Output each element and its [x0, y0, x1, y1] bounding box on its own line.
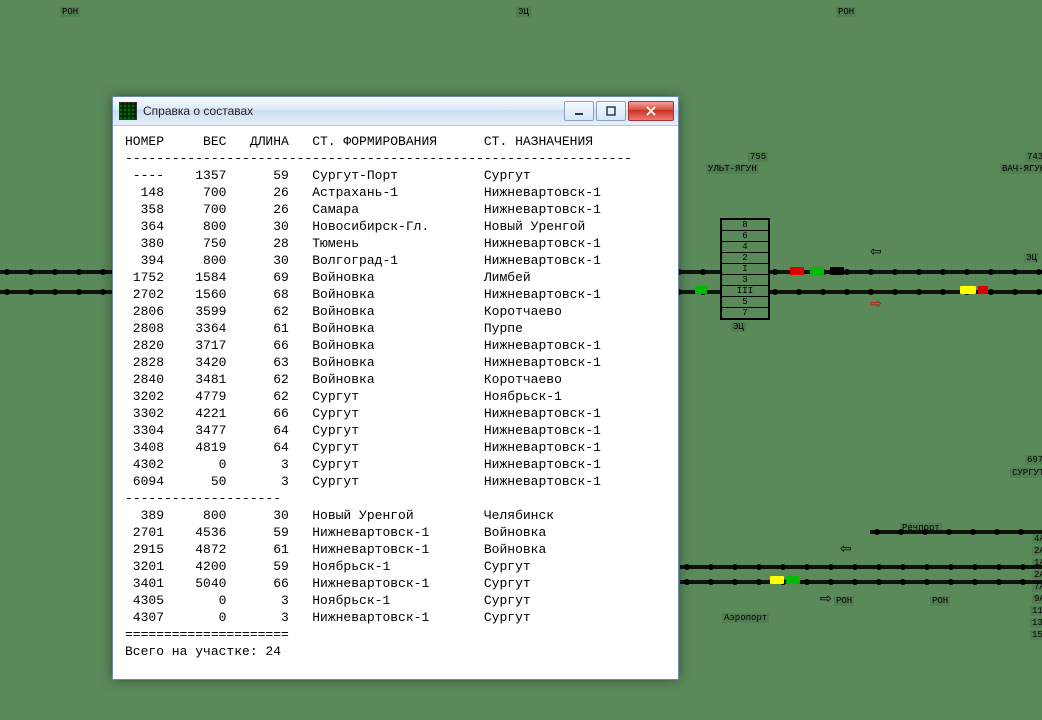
report-window: Справка о составах НОМЕР ВЕС ДЛИНА СТ. Ф… — [112, 96, 679, 680]
bg-label: 11А — [1030, 606, 1042, 616]
report-text: НОМЕР ВЕС ДЛИНА СТ. ФОРМИРОВАНИЯ СТ. НАЗ… — [119, 131, 672, 662]
train-chip — [810, 267, 824, 275]
direction-arrow-icon: ⇨ — [820, 590, 832, 607]
direction-arrow-icon: ⇨ — [870, 295, 882, 312]
app-icon — [119, 102, 137, 120]
train-chip — [960, 286, 976, 294]
close-icon — [645, 106, 657, 116]
bg-label: 743 — [1025, 152, 1042, 162]
bg-label: РОН — [836, 7, 856, 17]
track-line — [870, 530, 1042, 534]
train-chip — [978, 286, 988, 294]
bg-label: 1А — [1032, 558, 1042, 568]
titlebar[interactable]: Справка о составах — [113, 97, 678, 126]
bg-label: УЛЬТ-ЯГУН — [706, 164, 759, 174]
maximize-icon — [606, 106, 616, 116]
window-title: Справка о составах — [143, 104, 558, 118]
bg-label: РОН — [60, 7, 80, 17]
bg-label: ВАЧ-ЯГУН — [1000, 164, 1042, 174]
bg-label: 697 — [1025, 455, 1042, 465]
minimize-button[interactable] — [564, 101, 594, 121]
window-buttons — [564, 101, 674, 121]
direction-arrow-icon: ⇦ — [840, 540, 852, 557]
bg-label: СУРГУТ — [1010, 468, 1042, 478]
bg-label: РОН — [834, 596, 854, 606]
bg-label: ЭЦ — [731, 322, 746, 332]
minimize-icon — [574, 106, 584, 116]
bg-label: ЭЦ — [1024, 253, 1039, 263]
train-chip — [790, 267, 804, 275]
bg-label: 15А — [1030, 630, 1042, 640]
bg-label: 755 — [748, 152, 768, 162]
train-chip — [770, 576, 784, 584]
bg-label: 9А — [1032, 594, 1042, 604]
bg-label: ЭЦ — [516, 7, 531, 17]
train-chip — [830, 267, 844, 275]
maximize-button[interactable] — [596, 101, 626, 121]
bg-label: 13А — [1030, 618, 1042, 628]
bg-label: 7А — [1032, 582, 1042, 592]
report-client-area: НОМЕР ВЕС ДЛИНА СТ. ФОРМИРОВАНИЯ СТ. НАЗ… — [119, 131, 672, 673]
station-ladder-box: 8642I3III57 — [720, 218, 770, 320]
direction-arrow-icon: ⇦ — [870, 243, 882, 260]
train-chip — [695, 286, 707, 294]
bg-label: 2А — [1032, 546, 1042, 556]
bg-label: 4А — [1032, 534, 1042, 544]
bg-label: Аэропорт — [722, 613, 769, 623]
close-button[interactable] — [628, 101, 674, 121]
bg-label: РОН — [930, 596, 950, 606]
bg-label: 2А — [1032, 570, 1042, 580]
train-chip — [786, 576, 800, 584]
bg-label: Речпорт — [900, 523, 942, 533]
